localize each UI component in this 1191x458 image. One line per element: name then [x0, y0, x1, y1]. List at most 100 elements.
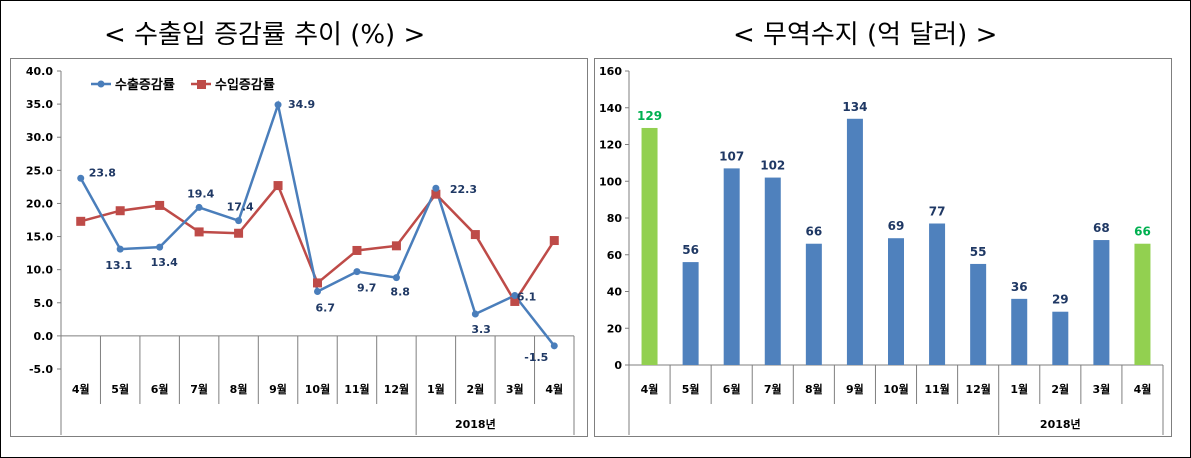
import-rate-point [273, 181, 283, 191]
export-rate-point [432, 184, 440, 192]
x-tick-label: 9월 [269, 382, 287, 396]
trade-balance-bar [805, 243, 822, 365]
import-rate-point [549, 236, 559, 246]
x-tick-label: 8월 [230, 382, 248, 396]
legend-export-label: 수출증감률 [115, 77, 175, 93]
y-tick-label: 5.0 [34, 297, 54, 310]
x-tick-label: 4월 [641, 382, 659, 396]
export-data-label: 22.3 [450, 183, 477, 196]
import-rate-point [431, 189, 441, 199]
export-rate-point [235, 217, 243, 225]
y-tick-label: 15.0 [26, 231, 53, 244]
x-tick-label: 11월 [344, 382, 369, 396]
import-rate-point [115, 206, 125, 216]
x-tick-label: 3월 [506, 382, 524, 396]
trade-balance-bar [723, 168, 740, 365]
export-data-label: 17.4 [227, 201, 254, 214]
y-tick-label: 80 [607, 212, 623, 225]
bar-data-label: 56 [682, 243, 699, 257]
y-tick-label: 0.0 [34, 330, 54, 343]
import-rate-point [234, 228, 244, 238]
export-import-rate-svg: 40.0 35.0 30.0 25.0 20.0 15.0 10.0 5.0 0.0 -5.0 4월… [26, 65, 575, 435]
x-tick-label: 7월 [190, 382, 208, 396]
export-import-chart-heading: < 수출입 증감률 추이 (%) > [104, 20, 426, 50]
export-data-label: 19.4 [187, 187, 214, 200]
x-tick-label: 12월 [384, 382, 409, 396]
bar-data-label: 66 [1134, 225, 1151, 239]
y-tick-label: 140 [599, 102, 622, 115]
bar-data-label: 77 [929, 205, 946, 219]
bar-data-label: 36 [1011, 280, 1028, 294]
y-tick-label: 30.0 [26, 131, 53, 144]
x-tick-label: 12월 [965, 382, 990, 396]
import-rate-point [76, 216, 86, 226]
export-rate-point [195, 203, 203, 211]
import-rate-point [194, 227, 204, 237]
bar-data-label: 68 [1093, 221, 1110, 235]
bar-data-label: 69 [888, 219, 905, 233]
bar-data-label: 29 [1052, 293, 1069, 307]
x-tick-label: 11월 [924, 382, 949, 396]
x-tick-label: 2월 [1051, 382, 1069, 396]
export-rate-point [116, 245, 124, 253]
trade-balance-bar [1134, 243, 1151, 365]
export-rate-point [550, 342, 558, 350]
import-rate-point [510, 296, 520, 306]
trade-balance-bar [1052, 311, 1069, 365]
bar-data-label: 102 [760, 159, 785, 173]
x-tick-label: 2월 [466, 382, 484, 396]
x-tick-label: 5월 [111, 382, 129, 396]
y-tick-label: 40.0 [26, 65, 53, 78]
y-tick-label: 35.0 [26, 98, 53, 111]
y-tick-label: 120 [599, 139, 622, 152]
legend-import-marker [197, 80, 206, 89]
trade-balance-chart: 160 140 120 100 80 60 40 20 0 4월 5월 6월 7월 8월 9월 10월 11월 1… [594, 58, 1172, 437]
y-tick-label: 20 [607, 322, 623, 335]
trade-balance-bar [929, 223, 946, 365]
x-tick-label: 6월 [151, 382, 169, 396]
x-tick-label: 5월 [682, 382, 700, 396]
x-tick-label: 3월 [1092, 382, 1110, 396]
y-tick-label: 60 [607, 249, 623, 262]
y-tick-label: 0 [614, 359, 622, 372]
export-data-label: 6.7 [316, 302, 336, 315]
export-rate-point [511, 291, 519, 299]
x-tick-label: 4월 [1134, 382, 1152, 396]
x-tick-label: 7월 [764, 382, 782, 396]
y-tick-label: 20.0 [26, 197, 53, 210]
export-data-label: 13.4 [151, 256, 178, 269]
trade-balance-bar [846, 118, 863, 366]
x-tick-label: 6월 [723, 382, 741, 396]
export-import-rate-chart: 40.0 35.0 30.0 25.0 20.0 15.0 10.0 5.0 0.0 -5.0 4월… [10, 58, 588, 437]
bar-data-label: 134 [842, 100, 867, 114]
x-tick-label: 10월 [883, 382, 908, 396]
bar-data-label: 66 [805, 225, 822, 239]
x-tick-label: 10월 [305, 382, 330, 396]
x-tick-label: 4월 [72, 382, 90, 396]
export-rate-point [274, 101, 282, 109]
import-rate-point [470, 230, 480, 240]
year-group-label: 2018년 [1040, 417, 1081, 431]
import-rate-point [391, 241, 401, 251]
bar-data-label: 107 [719, 149, 744, 163]
legend-import-label: 수입증감률 [215, 78, 275, 93]
x-tick-label: 1월 [427, 382, 445, 396]
export-data-label: -1.5 [524, 351, 548, 364]
import-rate-point [352, 245, 362, 255]
x-tick-label: 1월 [1010, 382, 1028, 396]
export-rate-point [471, 310, 479, 318]
trade-balance-bar [764, 177, 781, 365]
x-tick-label: 9월 [846, 382, 864, 396]
import-rate-point [313, 278, 322, 288]
x-tick-label: 4월 [545, 382, 563, 396]
export-data-label: 6.1 [517, 290, 537, 303]
bar-data-label: 129 [637, 109, 662, 123]
export-data-label: 23.8 [89, 166, 116, 179]
export-rate-point [392, 274, 400, 282]
export-rate-point [77, 174, 85, 182]
export-data-label: 13.1 [105, 259, 132, 272]
export-rate-point [314, 288, 321, 296]
trade-balance-svg: 160 140 120 100 80 60 40 20 0 4월 5월 6월 7월 8월 9월 10월 11월 1… [599, 65, 1164, 435]
y-tick-label: 10.0 [26, 264, 53, 277]
legend-export-marker [97, 80, 105, 88]
